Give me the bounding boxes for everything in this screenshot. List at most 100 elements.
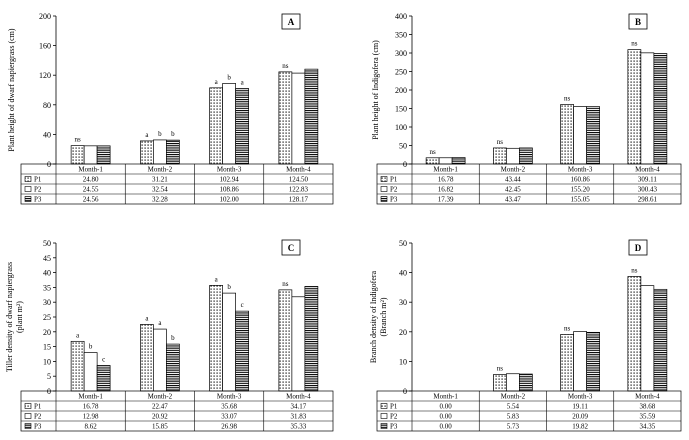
y-tick-label: 400: [395, 12, 407, 21]
bar: [96, 365, 111, 392]
bar: [506, 373, 520, 392]
table-cell-value: 43.47: [505, 196, 521, 204]
table-cell-value: 5.73: [507, 423, 520, 431]
legend-swatch: [380, 176, 388, 182]
significance-label: b: [158, 130, 162, 138]
bar: [640, 52, 655, 165]
y-tick-label: 10: [43, 357, 51, 366]
y-axis-label: Branch density of Indigofera: [369, 270, 378, 363]
y-tick-label: 120: [39, 71, 51, 80]
y-tick-label: 25: [43, 313, 51, 322]
y-tick-label: 80: [43, 101, 51, 110]
y-tick-label: 0: [47, 387, 51, 396]
x-category-label: Month-2: [501, 166, 526, 174]
bar: [519, 373, 533, 392]
panel-c: 0 5 10 15 20 25 30 35 40 45 50 Tiller density of dw…: [5, 239, 334, 432]
y-axis-label: Tiller density of dwarf napiergrass: [5, 262, 14, 372]
significance-label: ns: [282, 280, 289, 288]
significance-label: ns: [497, 365, 504, 373]
legend-swatch: [380, 423, 388, 429]
y-tick-label: 300: [395, 49, 407, 58]
bar: [506, 147, 520, 165]
bar: [627, 276, 642, 392]
significance-label: b: [227, 73, 231, 81]
legend-swatch: [380, 186, 388, 192]
bar: [83, 145, 98, 165]
bar: [451, 157, 466, 165]
y-tick-label: 50: [43, 239, 51, 248]
bar: [493, 374, 507, 392]
y-tick-label: 0: [403, 160, 407, 169]
significance-label: a: [145, 314, 149, 322]
y-tick-label: 250: [395, 68, 407, 77]
series-name: P1: [390, 403, 398, 411]
significance-label: ns: [430, 148, 437, 156]
significance-label: ns: [75, 136, 82, 144]
bar: [166, 343, 180, 392]
table-cell-value: 16.82: [438, 186, 454, 194]
table-cell-value: 19.11: [572, 403, 588, 411]
series-name: P3: [390, 423, 398, 431]
bar: [153, 139, 167, 165]
table-cell-value: 33.07: [221, 413, 237, 421]
table-cell-value: 160.86: [571, 176, 591, 184]
bar: [627, 49, 642, 165]
table-cell-value: 155.20: [571, 186, 591, 194]
table-cell-value: 31.83: [291, 413, 307, 421]
bar: [438, 157, 453, 165]
bar: [586, 331, 600, 392]
significance-label: a: [215, 78, 219, 86]
bar: [425, 157, 440, 165]
bar: [304, 68, 319, 165]
y-tick-label: 150: [395, 105, 407, 114]
y-tick-label: 50: [399, 142, 407, 151]
significance-label: b: [171, 130, 175, 138]
table-cell-value: 24.56: [83, 196, 99, 204]
table-cell-value: 8.62: [85, 423, 98, 431]
legend-swatch: [380, 413, 388, 419]
table-cell-value: 19.82: [572, 423, 588, 431]
legend-swatch: [380, 403, 388, 409]
bar: [640, 285, 655, 392]
y-tick-label: 0: [403, 387, 407, 396]
table-cell-value: 124.50: [289, 176, 309, 184]
y-tick-label: 35: [43, 283, 51, 292]
bar: [519, 147, 533, 165]
significance-label: a: [145, 131, 149, 139]
bar: [278, 289, 293, 392]
panel-label-box: [281, 13, 301, 30]
table-cell-value: 122.83: [289, 186, 309, 194]
table-cell-value: 38.68: [640, 403, 656, 411]
table-cell-value: 32.28: [152, 196, 168, 204]
y-tick-label: 20: [43, 328, 51, 337]
table-cell-value: 35.33: [291, 423, 307, 431]
series-name: P2: [34, 186, 42, 194]
x-category-label: Month-1: [78, 393, 103, 401]
x-category-label: Month-4: [635, 393, 660, 401]
table-cell-value: 128.17: [289, 196, 309, 204]
significance-label: ns: [564, 324, 571, 332]
y-tick-label: 160: [39, 42, 51, 51]
y-tick-label: 40: [43, 269, 51, 278]
bar: [560, 104, 574, 165]
bar: [153, 328, 167, 392]
bar: [573, 106, 587, 165]
panel-label: C: [288, 243, 295, 253]
table-cell-value: 42.45: [505, 186, 521, 194]
x-category-label: Month-3: [217, 393, 242, 401]
table-cell-value: 22.47: [152, 403, 168, 411]
x-category-label: Month-2: [501, 393, 526, 401]
table-cell-value: 34.17: [291, 403, 307, 411]
legend-swatch: [24, 413, 32, 419]
y-tick-label: 30: [399, 298, 407, 307]
series-name: P3: [390, 196, 398, 204]
panel-label: A: [288, 17, 295, 27]
bar: [278, 71, 293, 165]
panel-label: B: [635, 17, 641, 27]
legend-swatch: [24, 196, 32, 202]
panel-b: 0 50 100 150 200 250 300 350 400 Plant height of …: [371, 12, 682, 205]
table-cell-value: 16.78: [438, 176, 454, 184]
significance-label: b: [171, 334, 175, 342]
panel-label-box: [628, 13, 648, 30]
y-tick-label: 40: [399, 269, 407, 278]
